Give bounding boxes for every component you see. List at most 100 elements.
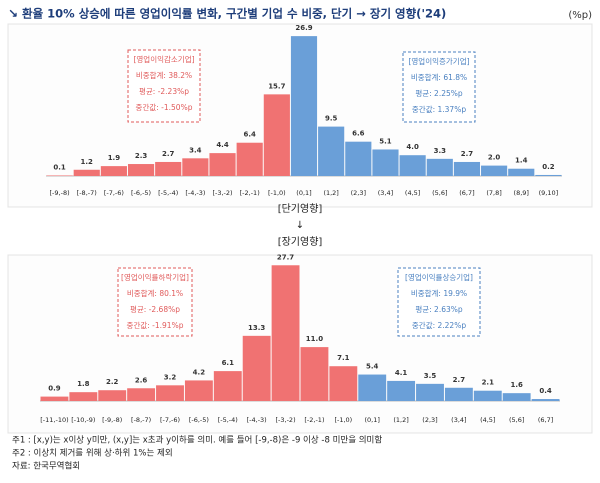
bar (127, 388, 156, 401)
value-label: 1.9 (108, 154, 121, 162)
annotation-box (397, 267, 481, 337)
bar (300, 347, 329, 401)
bar (98, 390, 127, 401)
x-tick-label: (6,7] (538, 416, 553, 424)
bar (127, 164, 155, 176)
x-tick-label: (3,4] (451, 416, 466, 424)
x-tick-label: (8,9] (514, 189, 529, 197)
value-label: 0.1 (53, 163, 66, 171)
value-label: 3.4 (189, 146, 202, 154)
annotation-text: 평균: -2.68%p (130, 304, 180, 314)
bar (426, 158, 453, 176)
value-label: 0.9 (48, 385, 61, 393)
value-label: 3.2 (164, 373, 177, 381)
bar (73, 169, 100, 176)
bar (236, 142, 263, 176)
value-label: 2.3 (135, 152, 148, 160)
annotation-box (402, 51, 476, 123)
bar (184, 380, 213, 401)
value-label: 27.7 (277, 253, 294, 261)
annotation-text: 중간값: 2.22%p (412, 320, 466, 330)
annotation-text: 비중합계: 38.2% (136, 70, 192, 80)
x-tick-label: (1,2] (393, 416, 408, 424)
x-tick-label: [-10,-9) (71, 416, 95, 424)
bar (209, 153, 236, 176)
flow-short: [단기영향] (278, 203, 323, 215)
value-label: 2.7 (461, 150, 474, 158)
x-tick-label: [-7,-6) (160, 416, 180, 424)
bar (46, 175, 73, 176)
x-tick-label: (6,7] (459, 189, 474, 197)
x-tick-label: [-5,-4) (218, 416, 238, 424)
x-tick-label: (2,3] (422, 416, 437, 424)
annotation-box (117, 267, 193, 337)
x-tick-label: (0,1] (296, 189, 311, 197)
x-tick-label: (4,5] (405, 189, 420, 197)
value-label: 6.6 (352, 130, 365, 138)
bar (387, 380, 416, 401)
x-tick-label: (5,6] (432, 189, 447, 197)
x-tick-label: [-1,0) (268, 189, 286, 197)
bar (502, 393, 531, 401)
value-label: 4.2 (193, 368, 206, 376)
bar (508, 168, 535, 176)
annotation-text: 비중합계: 80.1% (127, 288, 183, 298)
bar (481, 165, 508, 176)
annotation-text: [영업이익률하락기업] (121, 272, 189, 282)
value-label: 0.2 (542, 163, 555, 171)
x-tick-label: [-6,-5) (131, 189, 151, 197)
x-tick-label: (5,6] (509, 416, 524, 424)
annotation-text: 평균: 2.25%p (415, 88, 463, 98)
value-label: 2.1 (482, 379, 495, 387)
x-tick-label: (1,2] (323, 189, 338, 197)
value-label: 4.1 (395, 369, 408, 377)
bar (535, 174, 562, 176)
value-label: 4.0 (406, 143, 419, 151)
bar (40, 396, 69, 401)
bar (263, 94, 290, 176)
bar (69, 392, 98, 401)
x-tick-label: [-11,-10) (40, 416, 68, 424)
annotation-text: 중간값: -1.91%p (127, 320, 184, 330)
x-tick-label: [-9,-8) (102, 416, 122, 424)
source: 자료: 한국무역협회 (12, 461, 80, 472)
x-tick-label: [-6,-5) (189, 416, 209, 424)
annotation-text: [영업이익률상승기업] (405, 272, 473, 282)
value-label: 7.1 (337, 354, 350, 362)
bar (156, 385, 184, 401)
value-label: 5.1 (379, 137, 392, 145)
x-tick-label: [-3,-2) (212, 189, 232, 197)
annotation-text: 중간값: 1.37%p (412, 104, 466, 114)
annotation-text: [영업이익감소기업] (133, 54, 194, 64)
x-tick-label: [-1,0) (334, 416, 352, 424)
value-label: 1.2 (81, 158, 94, 166)
x-tick-label: (3,4] (378, 189, 393, 197)
bar (453, 161, 481, 176)
flow-arrow: ↓ (296, 220, 304, 231)
value-label: 11.0 (306, 335, 323, 343)
bar (358, 374, 387, 401)
annotation-text: 평균: -2.23%p (139, 86, 189, 96)
value-label: 1.4 (515, 157, 528, 165)
x-tick-label: [-4,-3) (247, 416, 267, 424)
x-tick-label: [-5,-4) (158, 189, 178, 197)
x-tick-label: (9,10] (539, 189, 559, 197)
page-title: 환율 10% 상승에 따른 영업이익률 변화, 구간별 기업 수 비중, 단기 … (22, 7, 446, 21)
value-label: 1.6 (510, 381, 523, 389)
bar (372, 149, 399, 176)
bar (444, 387, 473, 401)
value-label: 13.3 (248, 324, 265, 332)
note: 주2 : 이상치 제거를 위해 상·하위 1%는 제외 (12, 448, 173, 459)
annotation-text: 비중합계: 61.8% (411, 72, 467, 82)
x-tick-label: (7,8] (486, 189, 501, 197)
annotation-text: [영업이익증가기업] (408, 56, 469, 66)
x-tick-label: [-8,-7) (77, 189, 97, 197)
bar (100, 166, 127, 176)
annotation-box (127, 49, 201, 123)
x-tick-label: [-9,-8) (50, 189, 70, 197)
value-label: 3.5 (424, 372, 437, 380)
x-tick-label: (0,1] (365, 416, 380, 424)
value-label: 6.4 (243, 131, 256, 139)
value-label: 2.7 (453, 376, 466, 384)
x-tick-label: (2,3] (351, 189, 366, 197)
